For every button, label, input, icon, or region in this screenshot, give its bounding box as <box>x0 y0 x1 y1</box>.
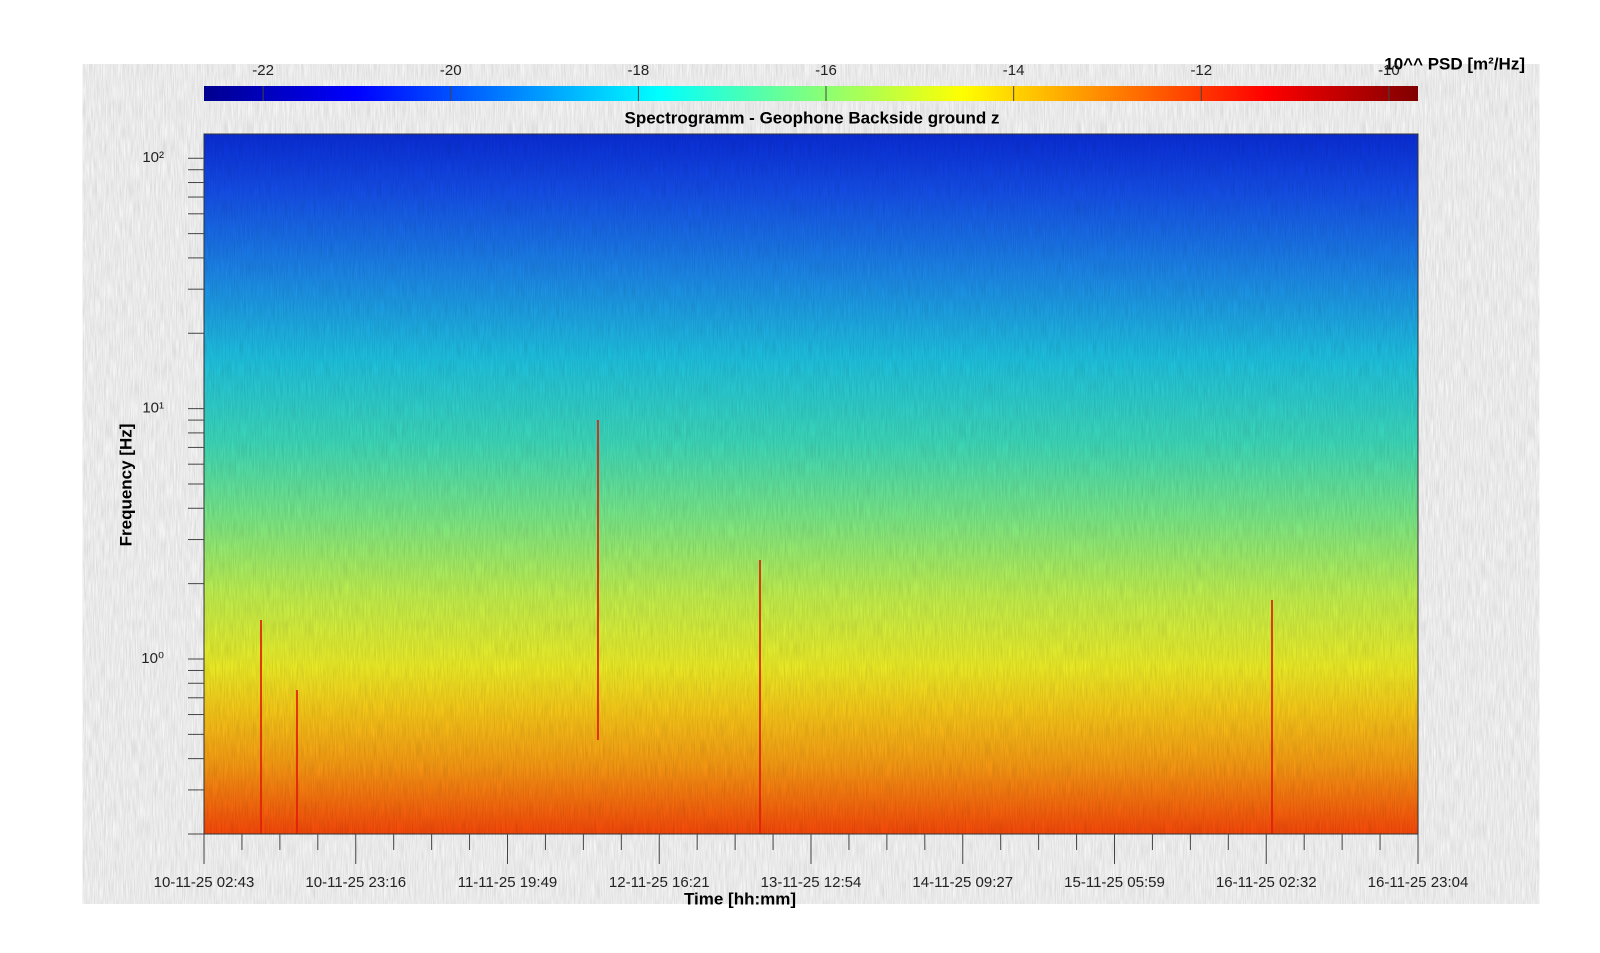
colorbar-tick-label: -22 <box>252 62 274 79</box>
colorbar-tick-label: -20 <box>440 62 462 79</box>
y-tick-label: 10² <box>142 149 164 166</box>
x-tick-label: 16-11-25 02:32 <box>1216 874 1317 891</box>
colorbar <box>204 86 1418 101</box>
chart-title: Spectrogramm - Geophone Backside ground … <box>624 108 999 127</box>
event-streaks <box>260 420 1273 834</box>
y-tick-label: 10⁰ <box>141 650 164 667</box>
colorbar-tick-label: -12 <box>1190 62 1212 79</box>
x-tick-label: 10-11-25 02:43 <box>154 874 255 891</box>
x-axis-label: Time [hh:mm] <box>684 889 796 908</box>
x-tick-label: 13-11-25 12:54 <box>761 874 862 891</box>
colorbar-tick-label: -14 <box>1003 62 1025 79</box>
colorbar-tick-label: -10 <box>1378 62 1400 79</box>
colorbar-tick-label: -16 <box>815 62 837 79</box>
x-tick-label: 12-11-25 16:21 <box>609 874 710 891</box>
x-tick-label: 10-11-25 23:16 <box>305 874 406 891</box>
colorbar-label: 10^^ PSD [m²/Hz] <box>1384 54 1525 73</box>
x-tick-label: 16-11-25 23:04 <box>1368 874 1469 891</box>
x-tick-label: 15-11-25 05:59 <box>1064 874 1165 891</box>
x-tick-label: 14-11-25 09:27 <box>912 874 1013 891</box>
spectrogram-texture <box>204 134 1418 834</box>
x-tick-label: 11-11-25 19:49 <box>458 874 558 891</box>
y-tick-label: 10¹ <box>142 400 164 417</box>
y-axis-label: Frequency [Hz] <box>116 424 135 547</box>
colorbar-tick-label: -18 <box>628 62 650 79</box>
